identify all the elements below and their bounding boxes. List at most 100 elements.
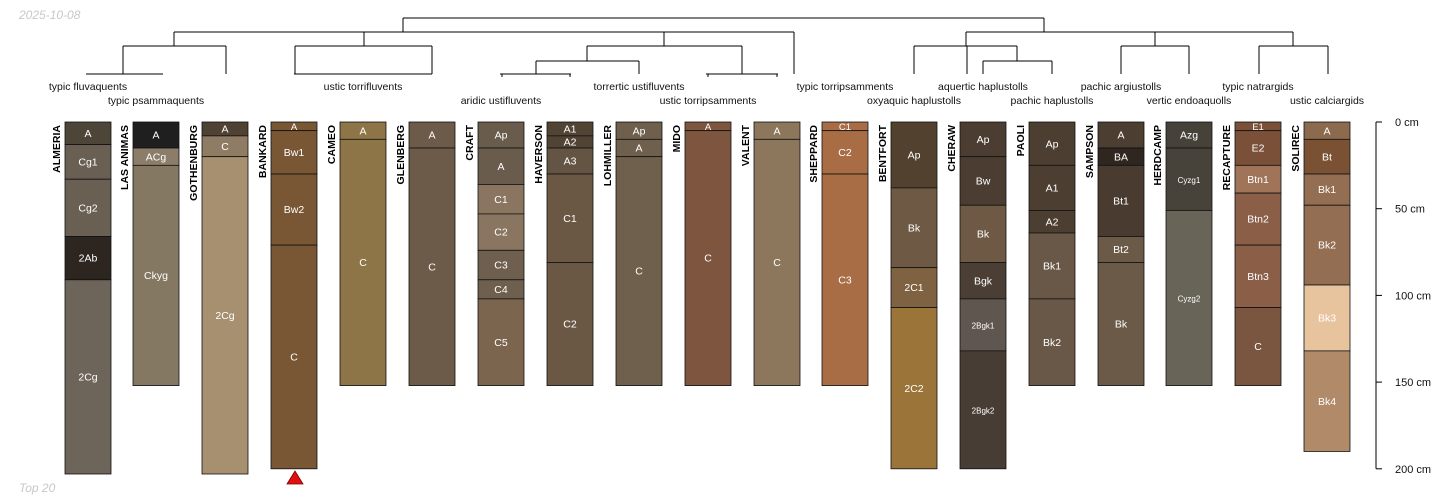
horizon-label: Bk	[977, 228, 990, 240]
horizon-label: Ap	[633, 125, 646, 137]
taxon-label-lohmiller: torrertic ustifluvents	[593, 81, 684, 93]
horizon-label: Cg1	[78, 156, 97, 168]
horizon-block	[1097, 164, 1145, 237]
horizon-block	[1303, 173, 1351, 206]
profile-almeria: A Cg1 Cg2 2Ab 2Cg ALMERIA	[51, 121, 112, 475]
horizon-label: A1	[1046, 182, 1059, 194]
horizon-block	[959, 121, 1007, 158]
horizon-label: Cyzg1	[1178, 176, 1201, 185]
horizon-block	[959, 204, 1007, 263]
horizon-label: A	[1323, 125, 1330, 137]
horizon-block	[959, 298, 1007, 352]
taxon-label-bentfort: oxyaquic haplustolls	[867, 95, 961, 107]
horizon-label: C1	[494, 194, 508, 206]
top-watermark: Top 20	[19, 481, 56, 495]
horizon-label: C	[359, 257, 367, 269]
horizon-block	[132, 164, 180, 386]
horizon-block	[821, 130, 869, 175]
profile-sampson: A BA Bt1 Bt2 Bk SAMPSON	[1084, 121, 1145, 386]
horizon-label: 2C2	[904, 383, 923, 395]
taxon-label-herdcamp: vertic endoaquolls	[1147, 95, 1232, 107]
axis-tick-label: 150 cm	[1395, 377, 1431, 389]
horizon-block	[477, 213, 525, 251]
horizon-label: Bk3	[1318, 313, 1336, 325]
horizon-label: A	[428, 130, 435, 142]
axis-tick-label: 50 cm	[1395, 204, 1425, 216]
taxon-label-sheppard: typic torripsamments	[797, 81, 894, 93]
taxon-label-craft: aridic ustifluvents	[461, 95, 542, 107]
profile-herdcamp: Azg Cyzg1 Cyzg2 HERDCAMP	[1152, 121, 1213, 386]
horizon-block	[1028, 164, 1076, 211]
horizon-label: Ap	[977, 134, 990, 146]
horizon-block	[132, 121, 180, 149]
axis-tick-label: 100 cm	[1395, 290, 1431, 302]
horizon-label: Bt	[1322, 151, 1332, 163]
horizon-label: Bk1	[1318, 184, 1336, 196]
horizon-label: 2Bgk1	[972, 321, 995, 330]
profile-gothenburg: AC 2Cg GOTHENBURG	[188, 121, 249, 475]
horizon-block	[890, 307, 938, 470]
horizon-label: A	[221, 124, 228, 136]
horizon-label: C	[221, 141, 229, 153]
horizon-label: 2C1	[904, 282, 923, 294]
horizon-block	[270, 244, 318, 470]
profile-name: SAMPSON	[1084, 125, 1096, 178]
horizon-block	[890, 121, 938, 189]
horizon-label: C	[704, 253, 712, 265]
horizon-label: Ap	[908, 150, 921, 162]
horizon-label: C1	[563, 213, 577, 225]
horizon-block	[546, 262, 594, 386]
profile-recapture: E1 E2 Btn1 Btn2 Btn3 C RECAPTURE	[1221, 121, 1282, 386]
horizon-block	[339, 138, 387, 386]
horizon-label: A	[1117, 130, 1124, 142]
profile-bankard: A Bw1 Bw2 C BANKARD	[257, 121, 318, 470]
profile-name: LOHMILLER	[602, 125, 614, 187]
dendrogram	[86, 17, 1329, 77]
horizon-label: A2	[564, 137, 577, 149]
horizon-block	[270, 173, 318, 246]
horizon-block	[1234, 192, 1282, 246]
horizon-label: C3	[494, 260, 508, 272]
horizon-label: Bt2	[1113, 244, 1129, 256]
horizon-label: A	[635, 143, 642, 155]
horizon-label: Azg	[1180, 130, 1198, 142]
profile-name: GLENBERG	[395, 125, 407, 185]
horizon-label: 2Cg	[215, 310, 234, 322]
profile-name: VALENT	[740, 124, 752, 166]
profile-paoli: Ap A1 A2 Bk1 Bk2 PAOLI	[1015, 121, 1076, 386]
horizon-label: Bw2	[284, 204, 305, 216]
profile-name: BANKARD	[257, 125, 269, 178]
profile-lohmiller: Ap A C LOHMILLER	[602, 121, 663, 386]
date-watermark: 2025-10-08	[18, 8, 81, 22]
horizon-label: Bk1	[1043, 261, 1061, 273]
axis-tick-label: 0 cm	[1395, 117, 1419, 129]
horizon-block	[1234, 244, 1282, 308]
horizon-block	[64, 178, 112, 237]
horizon-block	[959, 262, 1007, 300]
horizon-label: A3	[564, 156, 577, 168]
profile-name: PAOLI	[1015, 125, 1027, 156]
profile-name: RECAPTURE	[1221, 125, 1233, 190]
horizon-label: C2	[563, 319, 577, 331]
horizon-block	[64, 279, 112, 475]
horizon-label: 2Bgk2	[972, 406, 995, 415]
horizon-label: Cg2	[78, 202, 97, 214]
profile-name: GOTHENBURG	[188, 125, 200, 201]
horizon-block	[1097, 262, 1145, 386]
horizon-block	[1303, 204, 1351, 286]
profile-name: CHERAW	[946, 125, 958, 172]
profile-name: CAMEO	[326, 125, 338, 164]
horizon-label: Bk2	[1043, 337, 1061, 349]
horizon-label: Bw	[976, 176, 991, 188]
horizon-label: Bw1	[284, 147, 305, 159]
horizon-block	[684, 130, 732, 386]
horizon-label: C3	[838, 274, 852, 286]
horizon-block	[890, 267, 938, 308]
horizon-label: C	[428, 261, 436, 273]
horizon-label: A	[152, 130, 159, 142]
profile-name: BENTFORT	[877, 124, 889, 182]
horizon-block	[1303, 138, 1351, 175]
depth-axis: 0 cm 50 cm 100 cm 150 cm 200 cm	[1375, 117, 1431, 476]
horizon-label: C4	[494, 284, 508, 296]
